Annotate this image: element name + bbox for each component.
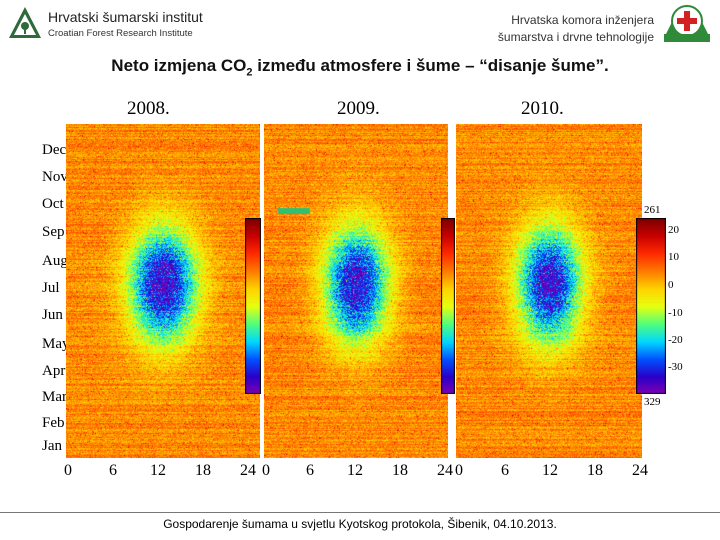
heatmap-2008 <box>66 124 260 458</box>
x-tick-label: 18 <box>392 462 408 479</box>
x-tick-label: 24 <box>437 462 453 479</box>
y-tick-label: Sep <box>42 224 65 240</box>
colorbar-2009 <box>441 218 455 394</box>
slide-title: Neto izmjena CO2 između atmosfere i šume… <box>111 56 609 79</box>
y-tick-label: Jul <box>42 280 60 296</box>
y-tick-label: Oct <box>42 196 64 212</box>
colorbar-tick-label: 20 <box>668 224 679 236</box>
institute-logo-icon <box>9 7 41 38</box>
year-label-2008: 2008. <box>127 98 170 119</box>
colorbar-2010 <box>636 218 666 394</box>
x-tick-label: 24 <box>240 462 256 479</box>
x-tick-label: 0 <box>64 462 72 479</box>
x-tick-label: 6 <box>501 462 509 479</box>
y-tick-label: Feb <box>42 415 65 431</box>
x-tick-label: 6 <box>109 462 117 479</box>
y-tick-label: Apr <box>42 363 66 379</box>
x-tick-label: 0 <box>262 462 270 479</box>
y-tick-label: Dec <box>42 142 67 158</box>
x-tick-label: 24 <box>632 462 648 479</box>
left-org-name: Hrvatski šumarski institut <box>48 9 203 25</box>
y-tick-label: Mar <box>42 389 67 405</box>
y-tick-label: Jun <box>42 307 63 323</box>
footer-divider <box>0 512 720 513</box>
heatmap-2009 <box>264 124 448 458</box>
right-org-line-2: šumarstva i drvne tehnologije <box>497 30 654 44</box>
left-org-subtitle: Croatian Forest Research Institute <box>48 28 193 39</box>
x-tick-label: 12 <box>542 462 558 479</box>
x-tick-label: 12 <box>347 462 363 479</box>
year-label-2010: 2010. <box>521 98 564 119</box>
x-tick-label: 18 <box>195 462 211 479</box>
colorbar-2008 <box>245 218 261 394</box>
colorbar-tick-label: 0 <box>668 279 674 291</box>
y-tick-label: May <box>42 336 70 352</box>
y-tick-label: Nov <box>42 169 68 185</box>
colorbar-min-label: 329 <box>644 396 661 408</box>
colorbar-tick-label: 10 <box>668 251 679 263</box>
x-tick-label: 12 <box>150 462 166 479</box>
heatmap-2010 <box>456 124 642 458</box>
x-tick-label: 6 <box>306 462 314 479</box>
year-label-2009: 2009. <box>337 98 380 119</box>
colorbar-tick-label: -10 <box>668 307 683 319</box>
footer-text: Gospodarenje šumama u svjetlu Kyotskog p… <box>163 517 557 531</box>
x-tick-label: 18 <box>587 462 603 479</box>
x-tick-label: 0 <box>455 462 463 479</box>
colorbar-max-label: 261 <box>644 204 661 216</box>
colorbar-tick-label: -30 <box>668 361 683 373</box>
chamber-logo-icon <box>664 5 710 42</box>
y-tick-label: Aug <box>42 253 68 269</box>
y-tick-label: Jan <box>42 438 62 454</box>
right-org-line-1: Hrvatska komora inženjera <box>511 13 654 27</box>
colorbar-tick-label: -20 <box>668 334 683 346</box>
